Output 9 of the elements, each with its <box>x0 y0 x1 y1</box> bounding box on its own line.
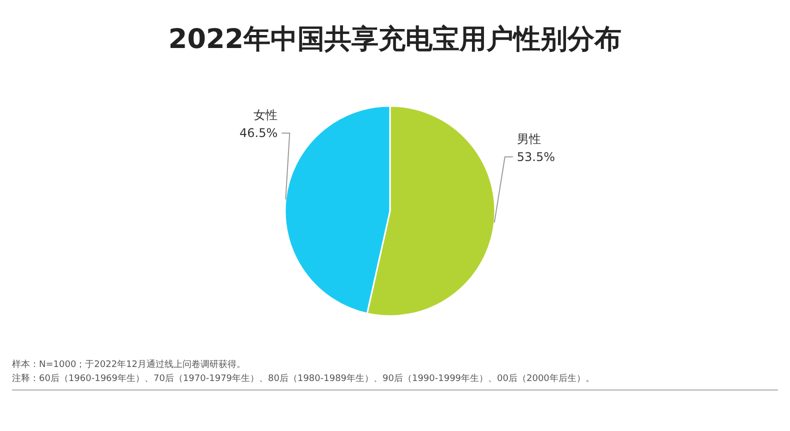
text: 样本：N=1000；于2022年12月通过线上问卷调研获得。 <box>12 359 246 370</box>
chart-title: 2022年中国共享充电宝用户性别分布 <box>168 24 622 55</box>
pie-slice <box>366 105 496 317</box>
pie-slice <box>284 105 391 314</box>
text: 注释：60后（1960-1969年生）、70后（1970-1979年生）、80后（1980-1989年生）、90后（1990-1999年生）、00后（2000年后生）。 <box>12 373 594 384</box>
slice-label: 男性 <box>516 132 541 146</box>
slice-label: 女性 <box>254 108 278 122</box>
data-label: 53.5% <box>516 150 556 164</box>
data-label: 46.5% <box>240 126 278 140</box>
